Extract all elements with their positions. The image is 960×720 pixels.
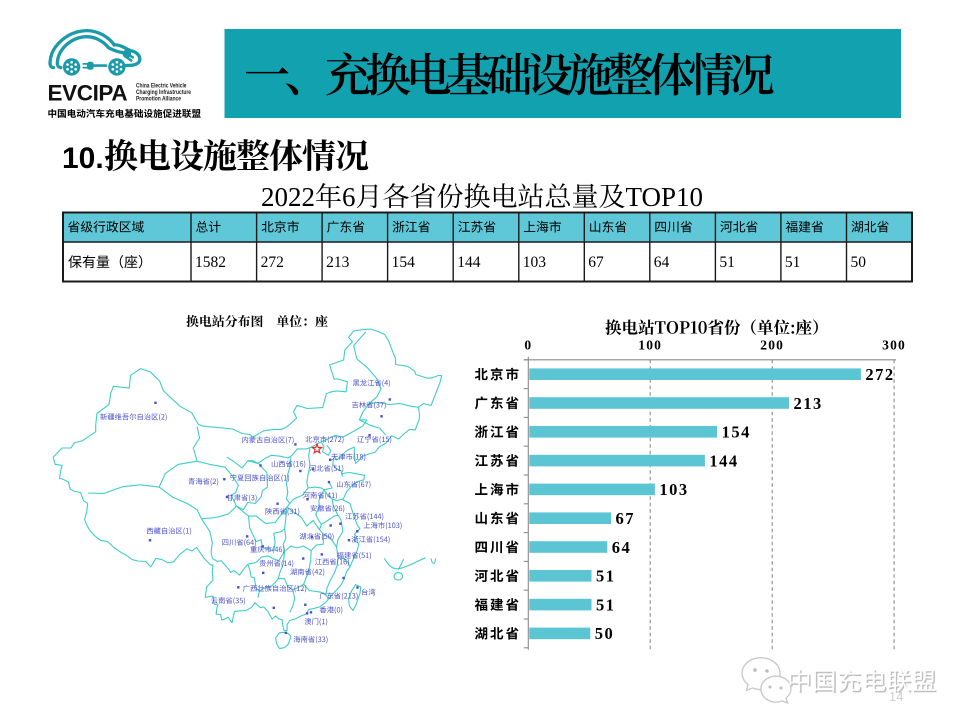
svg-text:103: 103 [523,254,547,271]
svg-text:Promotion Alliance: Promotion Alliance [136,95,181,102]
svg-text:51: 51 [596,567,616,586]
svg-text:China Electric Vehicle: China Electric Vehicle [136,83,187,90]
svg-text:0: 0 [524,338,532,353]
svg-text:2022: 2022 [261,182,315,212]
svg-text:144: 144 [709,451,738,470]
svg-text:50: 50 [595,624,615,643]
svg-text:1582: 1582 [195,254,226,271]
svg-text:TOP10: TOP10 [626,182,704,212]
svg-text:213: 213 [326,254,350,271]
svg-text:154: 154 [722,423,751,442]
svg-text:50: 50 [851,254,867,271]
svg-text:14: 14 [889,689,903,704]
svg-text:300: 300 [882,338,906,353]
svg-text:272: 272 [865,365,894,384]
svg-text:51: 51 [719,254,735,271]
svg-text:51: 51 [596,595,616,614]
svg-text:51: 51 [785,254,801,271]
svg-text:144: 144 [457,254,481,271]
svg-text:64: 64 [612,538,632,557]
svg-text:103: 103 [659,480,688,499]
svg-text:10.: 10. [62,142,104,175]
svg-text:EVCIPA: EVCIPA [48,81,128,106]
svg-text:64: 64 [654,254,670,271]
svg-text:Charging Infrastructure: Charging Infrastructure [136,89,191,96]
svg-text:213: 213 [794,394,823,413]
svg-text:100: 100 [638,338,662,353]
svg-text:6: 6 [342,182,356,212]
svg-text:154: 154 [392,254,416,271]
svg-text:67: 67 [616,509,636,528]
svg-text:67: 67 [588,254,604,271]
svg-text:200: 200 [760,338,784,353]
svg-text:272: 272 [261,254,284,271]
